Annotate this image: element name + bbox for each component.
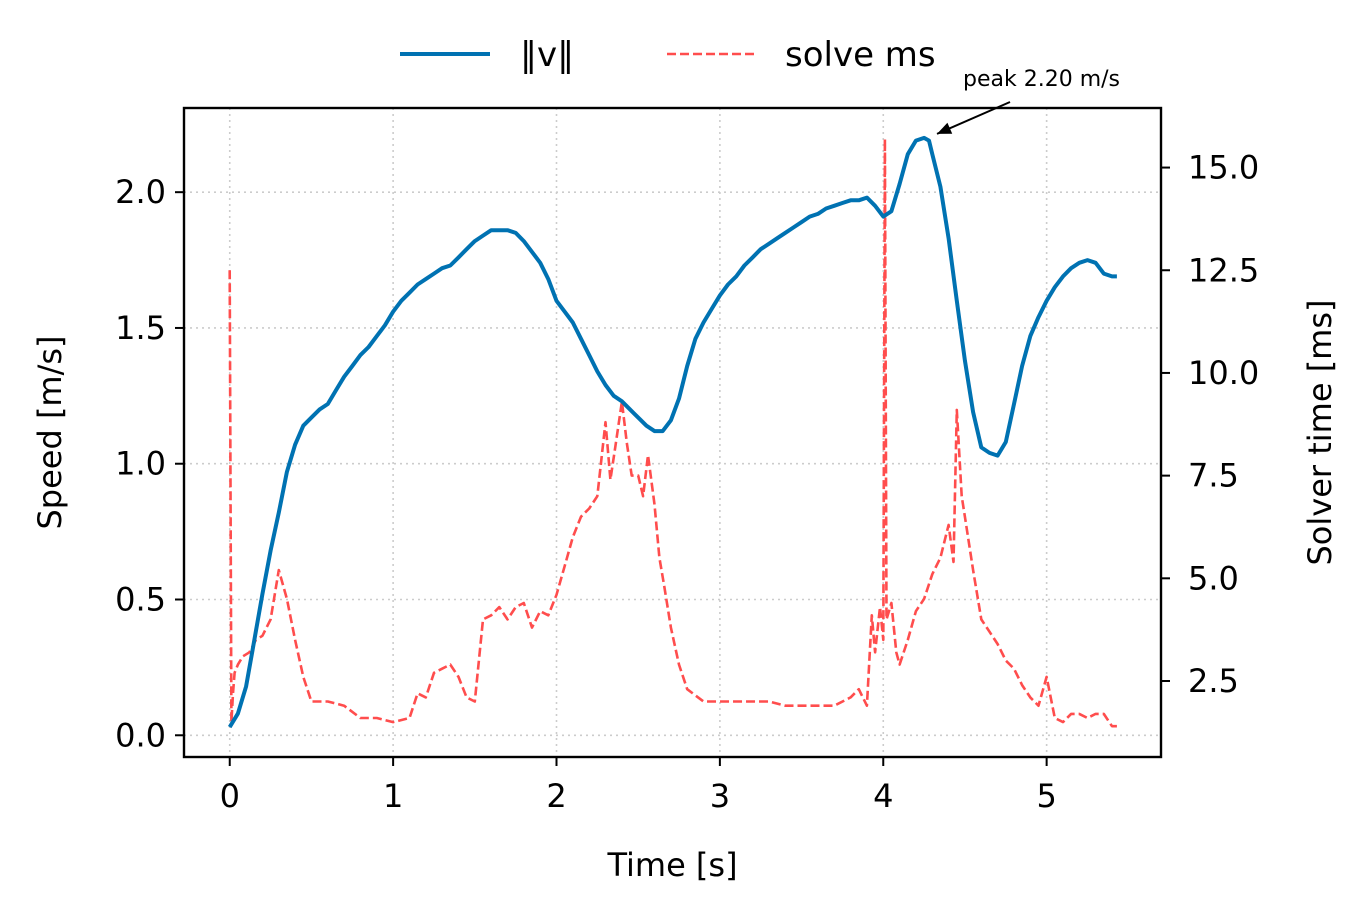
solve-ms-line [228, 137, 1117, 728]
ticks: 0 1 2 3 4 5 0.0 0.5 1.0 1.5 2.0 2.5 5.0 7.5 10.0 12.5 15… [115, 149, 1259, 815]
left-y-tick-label: 1.0 [115, 445, 166, 483]
x-tick-label: 4 [873, 777, 893, 815]
left-y-tick-label: 1.5 [115, 309, 166, 347]
legend-label-speed: ‖v‖ [520, 35, 574, 75]
annotation-arrowhead [937, 122, 953, 134]
peak-annotation: peak 2.20 m/s [936, 67, 1120, 135]
x-tick-label: 2 [546, 777, 566, 815]
x-tick-label: 0 [220, 777, 240, 815]
x-axis-label: Time [s] [606, 846, 737, 884]
right-y-axis-label: Solver time [ms] [1301, 299, 1339, 565]
right-y-tick-label: 2.5 [1188, 662, 1239, 700]
x-tick-label: 3 [710, 777, 730, 815]
right-y-tick-label: 15.0 [1188, 149, 1259, 187]
left-y-tick-label: 2.0 [115, 173, 166, 211]
annotation-text: peak 2.20 m/s [963, 67, 1120, 92]
left-y-tick-label: 0.0 [115, 716, 166, 754]
legend-label-solve-ms: solve ms [785, 35, 936, 75]
x-tick-label: 5 [1036, 777, 1056, 815]
x-tick-label: 1 [383, 777, 403, 815]
speed-line [227, 135, 1117, 729]
plot-frame [182, 106, 1163, 759]
left-y-axis-label: Speed [m/s] [31, 335, 69, 529]
right-y-tick-label: 7.5 [1188, 457, 1239, 495]
left-y-tick-label: 0.5 [115, 581, 166, 619]
right-y-tick-label: 12.5 [1188, 251, 1259, 289]
legend: ‖v‖ solve ms [400, 35, 936, 75]
right-y-tick-label: 5.0 [1188, 559, 1239, 597]
series-layer [227, 135, 1117, 729]
right-y-tick-label: 10.0 [1188, 354, 1259, 392]
